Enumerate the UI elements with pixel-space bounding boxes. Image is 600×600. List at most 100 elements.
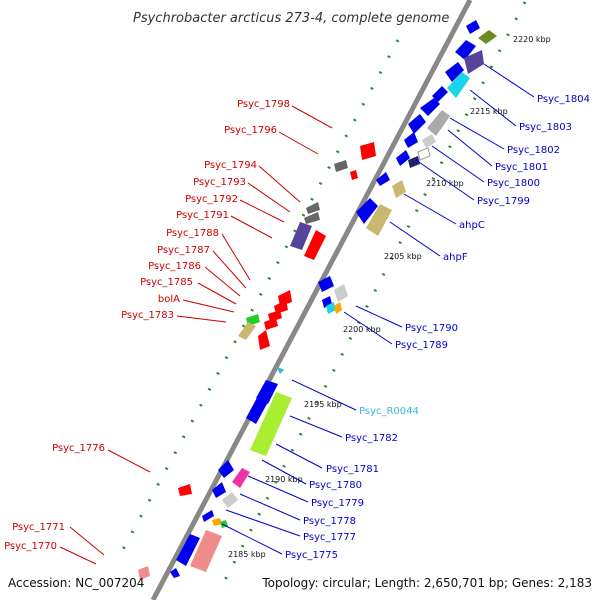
- gene-label[interactable]: Psyc_1770: [4, 541, 57, 552]
- gene-feature: [392, 180, 406, 198]
- gene-label[interactable]: bolA: [158, 294, 180, 305]
- right-leader-lines: [221, 63, 535, 555]
- rna-feature: [276, 366, 284, 374]
- gene-label[interactable]: Psyc_1780: [309, 480, 362, 491]
- gene-feature: [290, 222, 312, 250]
- gene-feature: [464, 50, 484, 74]
- gene-label[interactable]: Psyc_1779: [311, 498, 364, 509]
- gene-label[interactable]: Psyc_1802: [507, 145, 560, 156]
- gene-label[interactable]: Psyc_1799: [477, 196, 530, 207]
- gene-label[interactable]: Psyc_1781: [326, 464, 379, 475]
- gene-features-upper: [238, 20, 497, 350]
- gene-label[interactable]: Psyc_1789: [395, 340, 448, 351]
- gene-label[interactable]: Psyc_1794: [204, 160, 257, 171]
- gene-feature: [478, 30, 497, 44]
- gene-feature: [258, 330, 270, 350]
- gene-label[interactable]: Psyc_1775: [285, 550, 338, 561]
- gene-feature: [250, 392, 292, 456]
- gene-feature: [334, 284, 348, 302]
- gene-feature: [466, 20, 480, 34]
- gene-feature: [264, 318, 278, 330]
- gene-label[interactable]: Psyc_1777: [303, 532, 356, 543]
- gene-label[interactable]: Psyc_1801: [495, 162, 548, 173]
- gene-feature: [334, 160, 348, 172]
- gene-feature: [408, 156, 420, 168]
- kbp-marker: 2190 kbp: [265, 475, 303, 484]
- gene-feature: [447, 72, 470, 98]
- gene-label[interactable]: Psyc_1783: [121, 310, 174, 321]
- kbp-marker: 2195 kbp: [304, 400, 342, 409]
- gene-label[interactable]: Psyc_1776: [52, 443, 105, 454]
- gene-features-lower: [138, 366, 292, 580]
- gene-label[interactable]: Psyc_1804: [537, 94, 590, 105]
- gene-feature: [350, 170, 358, 180]
- gene-feature: [432, 86, 448, 102]
- gene-label[interactable]: Psyc_1803: [519, 122, 572, 133]
- gene-label[interactable]: Psyc_1786: [148, 261, 201, 272]
- gene-label[interactable]: ahpF: [443, 252, 468, 263]
- gene-feature: [238, 322, 256, 340]
- gene-feature: [304, 212, 320, 224]
- gene-label[interactable]: Psyc_1771: [12, 522, 65, 533]
- gene-feature: [455, 40, 476, 60]
- gene-feature: [170, 568, 180, 578]
- gene-feature: [138, 566, 150, 580]
- gene-feature: [404, 132, 418, 148]
- gene-feature: [212, 482, 226, 498]
- kbp-marker: 2200 kbp: [343, 325, 381, 334]
- kbp-marker: 2185 kbp: [228, 550, 266, 559]
- gene-feature: [222, 492, 238, 508]
- gene-label[interactable]: Psyc_1800: [487, 178, 540, 189]
- tick-ring-outer: [223, 1, 527, 581]
- gene-feature: [420, 98, 440, 116]
- left-gene-labels: Psyc_1798 Psyc_1796 Psyc_1794 Psyc_1793 …: [4, 99, 290, 552]
- gene-label[interactable]: Psyc_1793: [193, 177, 246, 188]
- gene-feature: [360, 142, 376, 160]
- gene-feature: [212, 518, 222, 526]
- kbp-marker: 2220 kbp: [513, 35, 551, 44]
- gene-label[interactable]: Psyc_R0044: [359, 406, 419, 417]
- gene-label[interactable]: ahpC: [459, 220, 485, 231]
- gene-feature: [356, 198, 378, 224]
- gene-feature: [278, 290, 292, 306]
- kbp-marker: 2215 kbp: [470, 107, 508, 116]
- gene-label[interactable]: Psyc_1792: [185, 194, 238, 205]
- gene-label[interactable]: Psyc_1778: [303, 516, 356, 527]
- gene-label[interactable]: Psyc_1785: [140, 277, 193, 288]
- gene-feature: [304, 230, 326, 260]
- gene-feature: [408, 114, 426, 134]
- right-gene-labels: Psyc_1804 Psyc_1803 Psyc_1802 Psyc_1801 …: [285, 94, 590, 561]
- gene-feature: [326, 302, 336, 314]
- gene-label[interactable]: Psyc_1787: [157, 245, 210, 256]
- gene-feature: [246, 396, 268, 424]
- gene-feature: [256, 380, 278, 404]
- gene-feature: [190, 530, 222, 572]
- gene-feature: [218, 460, 234, 478]
- gene-label[interactable]: Psyc_1796: [224, 125, 277, 136]
- gene-feature: [366, 204, 392, 236]
- map-title: Psychrobacter arcticus 273-4, complete g…: [133, 11, 449, 26]
- gene-label[interactable]: Psyc_1791: [176, 210, 229, 221]
- accession-text: Accession: NC_007204: [8, 576, 144, 590]
- gene-label[interactable]: Psyc_1782: [345, 433, 398, 444]
- kbp-marker: 2210 kbp: [426, 179, 464, 188]
- gene-feature: [178, 484, 192, 496]
- gene-label[interactable]: Psyc_1790: [405, 323, 458, 334]
- gene-label[interactable]: Psyc_1798: [237, 99, 290, 110]
- gene-feature: [202, 510, 214, 522]
- genome-backbone: [150, 0, 473, 600]
- gene-feature: [445, 62, 464, 82]
- gene-feature: [422, 134, 436, 148]
- gene-feature: [176, 534, 200, 566]
- tick-ring-inner: [118, 39, 400, 556]
- gene-feature: [318, 276, 334, 292]
- kbp-marker: 2205 kbp: [384, 252, 422, 261]
- gene-feature: [427, 110, 450, 136]
- gene-feature: [376, 172, 390, 186]
- gene-feature: [268, 310, 282, 322]
- gene-label[interactable]: Psyc_1788: [166, 228, 219, 239]
- topology-summary: Topology: circular; Length: 2,650,701 bp…: [261, 576, 592, 590]
- gene-feature: [396, 150, 410, 166]
